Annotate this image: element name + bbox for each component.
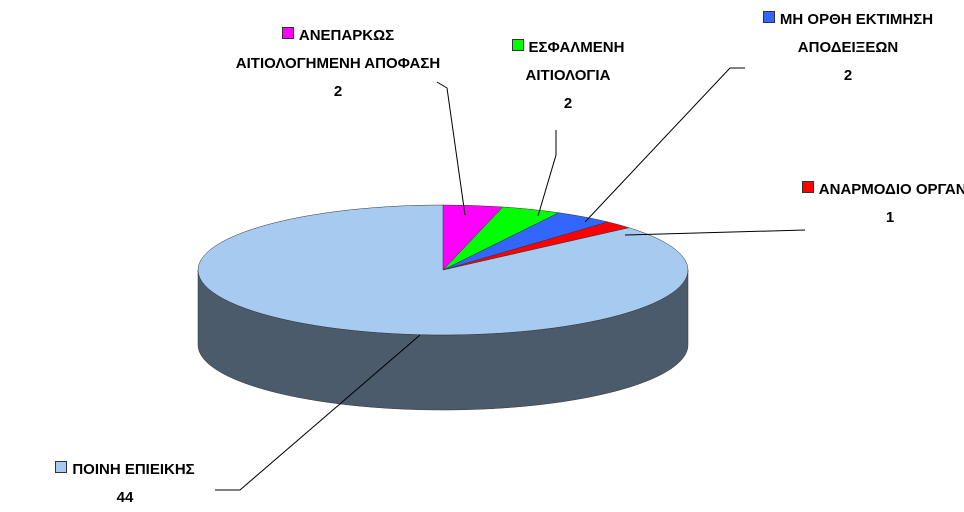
legend-marker [55,461,68,473]
label-value: 2 [333,83,343,100]
label-value: 44 [116,489,134,506]
label-line: ΜΗ ΟΡΘΗ ΕΚΤΙΜΗΣΗ ΑΠΟΔΕΙΞΕΩΝ [748,6,948,62]
label-name: ΜΗ ΟΡΘΗ ΕΚΤΙΜΗΣΗ ΑΠΟΔΕΙΞΕΩΝ [779,11,934,56]
label-name: ΑΝΑΡΜΟΔΙΟ ΟΡΓΑΝΟ [818,181,964,198]
pie [197,204,689,411]
label-line: ΑΝΕΠΑΡΚΩΣ ΑΙΤΙΟΛΟΓΗΜΕΝΗ ΑΠΟΦΑΣΗ [228,22,448,78]
leader-line [215,334,421,491]
legend-marker [762,11,775,23]
leader-line [436,81,466,216]
leader-line [584,67,745,223]
legend-marker [801,181,814,193]
label-value: 2 [843,67,853,84]
pie-slice [197,204,689,336]
pie-tops [197,204,689,336]
data-label: ΑΝΑΡΜΟΔΙΟ ΟΡΓΑΝΟ 1 [800,176,964,232]
data-label: ΕΣΦΑΛΜΕΝΗ ΑΙΤΙΟΛΟΓΙΑ 2 [478,34,658,118]
label-name: ΠΟΙΝΗ ΕΠΙΕΙΚΗΣ [72,461,195,478]
label-name: ΑΝΕΠΑΡΚΩΣ ΑΙΤΙΟΛΟΓΗΜΕΝΗ ΑΠΟΦΑΣΗ [235,27,441,72]
data-label: ΑΝΕΠΑΡΚΩΣ ΑΙΤΙΟΛΟΓΗΜΕΝΗ ΑΠΟΦΑΣΗ 2 [228,22,448,106]
label-line: ΠΟΙΝΗ ΕΠΙΕΙΚΗΣ [10,456,240,484]
label-name: ΕΣΦΑΛΜΕΝΗ ΑΙΤΙΟΛΟΓΙΑ [525,39,625,84]
data-label: ΜΗ ΟΡΘΗ ΕΚΤΙΜΗΣΗ ΑΠΟΔΕΙΞΕΩΝ 2 [748,6,948,90]
data-label: ΠΟΙΝΗ ΕΠΙΕΙΚΗΣ 44 [10,456,240,512]
label-line: ΑΝΑΡΜΟΔΙΟ ΟΡΓΑΝΟ [800,176,964,204]
label-value: 2 [563,95,573,112]
leader-line [537,130,557,217]
label-line: ΕΣΦΑΛΜΕΝΗ ΑΙΤΙΟΛΟΓΙΑ [478,34,658,90]
leader-line [624,229,806,236]
legend-marker [511,39,524,51]
label-value: 1 [885,209,895,226]
legend-marker [281,27,294,39]
